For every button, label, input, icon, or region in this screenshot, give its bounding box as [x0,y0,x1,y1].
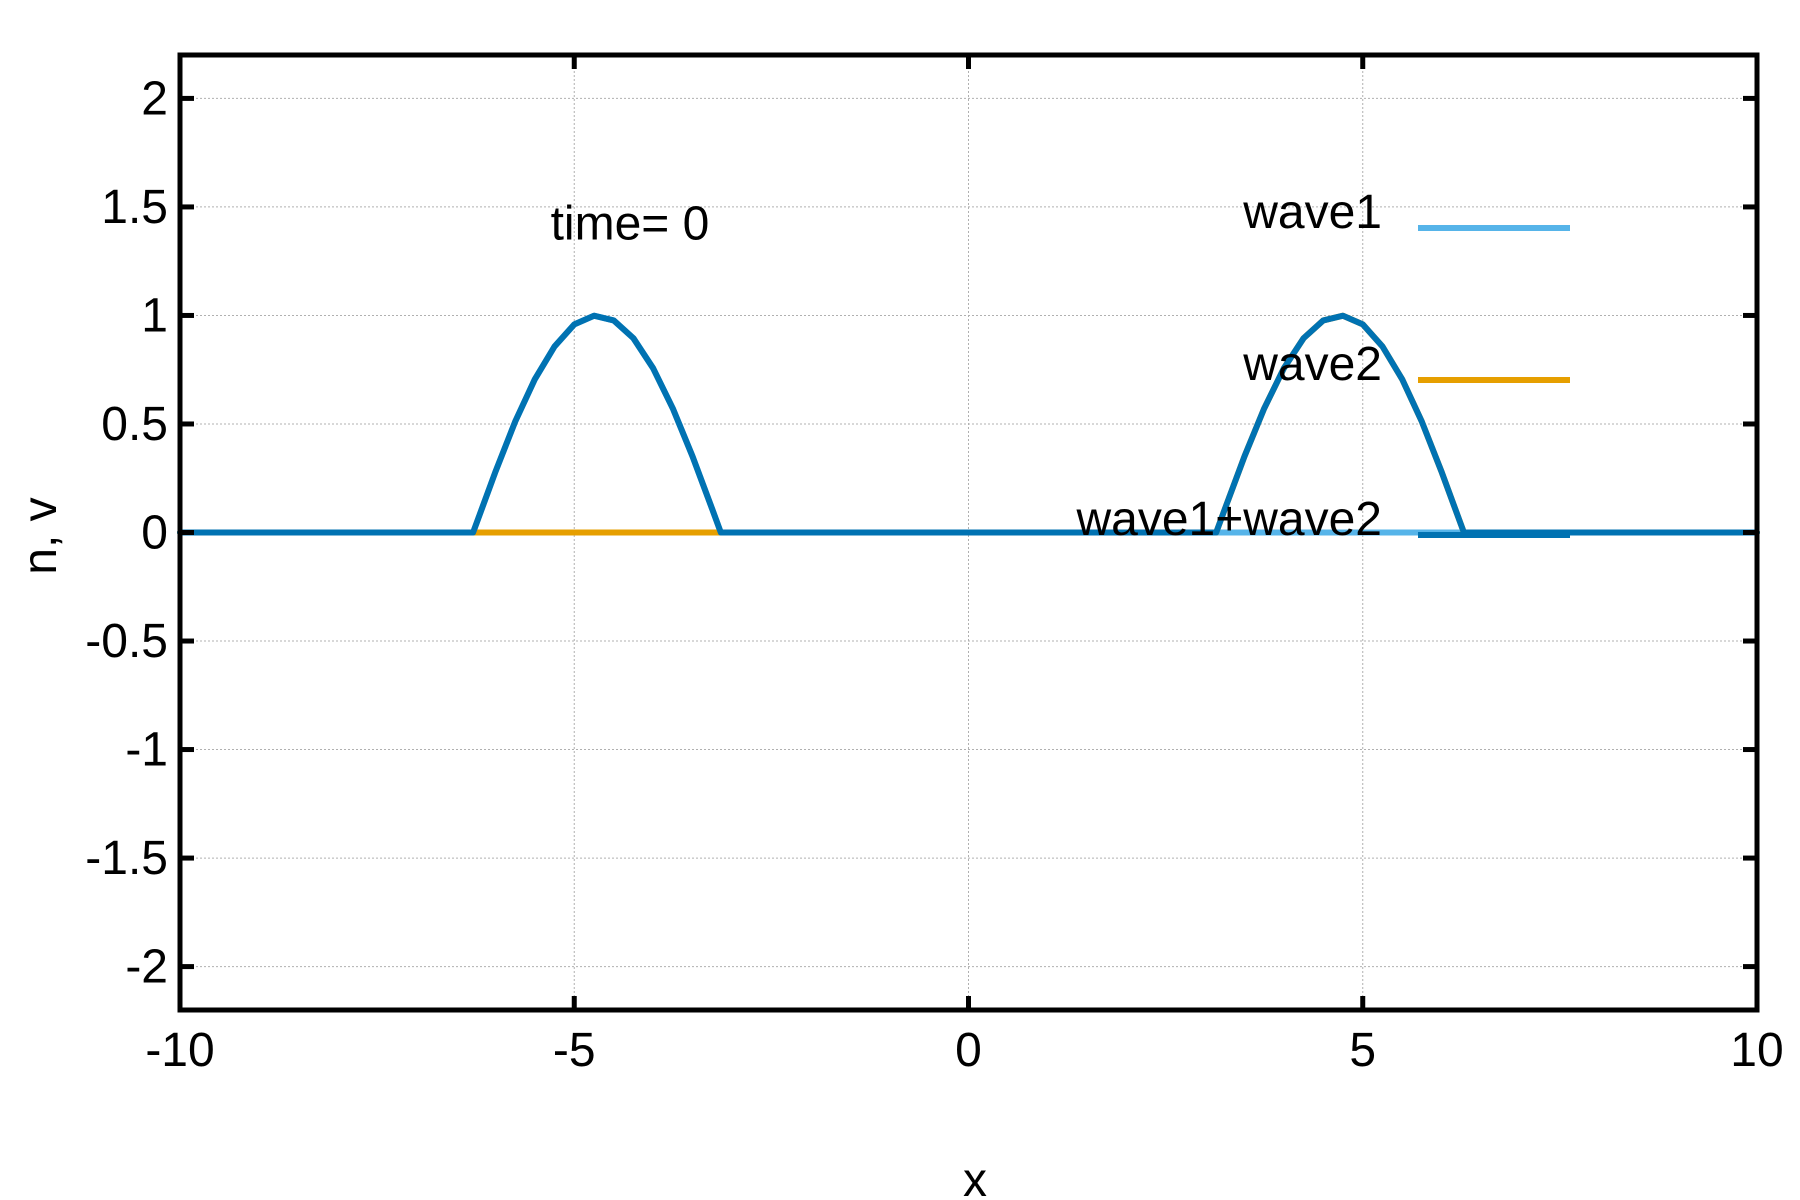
y-tick-label: 2 [141,72,168,125]
series-lines [177,312,1760,536]
y-axis-title: n, v [14,497,67,574]
legend-label: wave1+wave2 [1075,493,1382,546]
y-tick-label: 1 [141,289,168,342]
axis-ticks: -10 -5 0 5 10 2 1.5 1 0.5 0 -0.5 -1 -1.5 -2 [85,55,1784,1077]
x-tick-label: 10 [1730,1024,1783,1077]
y-tick-label: -1.5 [85,832,168,885]
y-tick-label: 0 [141,507,168,560]
series-line-wave1-wave2 [177,312,1760,536]
x-tick-label: 5 [1349,1024,1376,1077]
x-tick-label: -5 [553,1024,596,1077]
y-tick-label: 0.5 [101,398,168,451]
y-tick-label: -0.5 [85,615,168,668]
time-annotation: time= 0 [551,197,710,250]
x-tick-label: -10 [145,1024,214,1077]
x-axis-title: x [963,1154,987,1200]
legend-label: wave2 [1242,338,1382,391]
y-tick-label: -1 [125,724,168,777]
legend-label: wave1 [1242,186,1382,239]
y-tick-label: -2 [125,941,168,994]
legend: wave1 wave2 wave1+wave2 [1075,186,1570,546]
y-tick-label: 1.5 [101,181,168,234]
x-tick-label: 0 [955,1024,982,1077]
